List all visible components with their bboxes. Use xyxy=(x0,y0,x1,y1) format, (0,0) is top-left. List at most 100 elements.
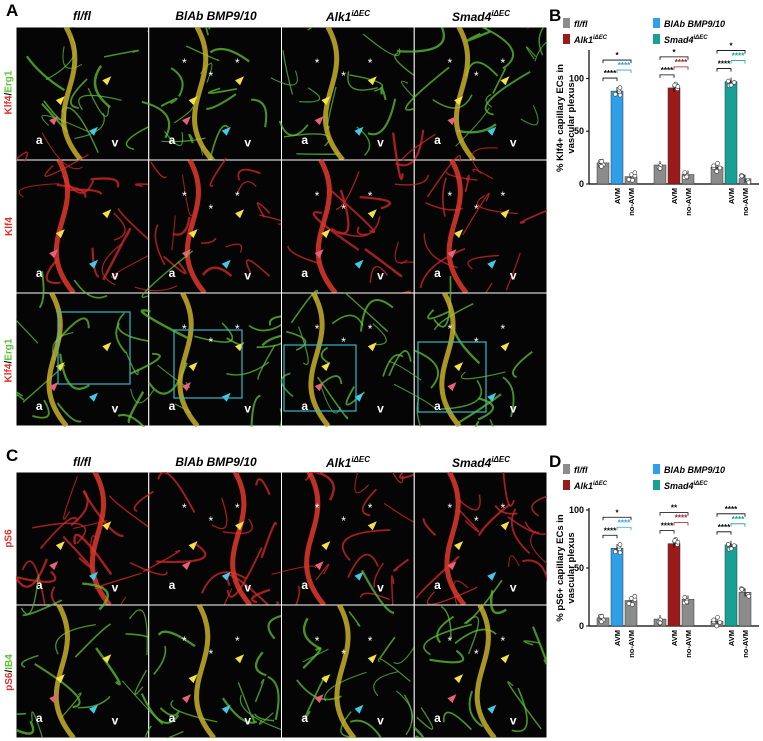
column-header-blab-c: BlAb BMP9/10 xyxy=(175,455,257,469)
sig-bracket xyxy=(616,69,632,74)
capillary xyxy=(356,226,368,236)
capillary xyxy=(145,725,184,738)
capillary xyxy=(373,671,399,697)
vessel xyxy=(446,158,469,295)
data-point xyxy=(739,173,745,179)
asterisk: * xyxy=(208,202,213,216)
artery-label: a xyxy=(434,399,441,413)
vein-label: v xyxy=(510,714,517,728)
vein-label: v xyxy=(244,269,251,283)
capillary xyxy=(477,195,519,215)
data-point xyxy=(612,549,618,555)
capillary xyxy=(349,74,384,92)
capillary xyxy=(153,645,167,675)
capillary xyxy=(359,592,390,601)
legend-swatch-flfl xyxy=(563,464,570,474)
capillary xyxy=(454,628,497,644)
panel-label-d: D xyxy=(549,452,562,471)
vein-label: v xyxy=(510,402,517,416)
arrowhead xyxy=(181,694,191,704)
bar xyxy=(667,87,681,185)
capillary xyxy=(282,50,294,95)
capillary xyxy=(270,70,298,86)
asterisk: * xyxy=(341,335,346,349)
x-tick-label: AVM xyxy=(670,630,679,646)
capillary xyxy=(255,478,271,496)
capillary xyxy=(41,132,83,170)
capillary xyxy=(206,93,237,110)
capillary xyxy=(524,521,547,535)
data-point xyxy=(626,177,632,182)
asterisk: * xyxy=(447,501,452,515)
arrowhead xyxy=(367,521,377,531)
arrowhead xyxy=(89,259,99,269)
capillary xyxy=(31,711,44,738)
micrograph-tile-17: a v * * * xyxy=(121,603,311,738)
arrowhead xyxy=(500,654,510,664)
asterisk: * xyxy=(235,634,240,648)
capillary xyxy=(299,87,321,103)
asterisk: * xyxy=(182,189,187,203)
data-point xyxy=(612,91,618,97)
capillary xyxy=(108,495,154,532)
arrowhead xyxy=(454,362,464,372)
asterisk: * xyxy=(235,189,240,203)
capillary xyxy=(56,402,82,423)
y-tick-label: 100 xyxy=(569,73,584,83)
arrowhead xyxy=(321,362,331,372)
vessel xyxy=(304,472,326,607)
capillary xyxy=(347,71,378,91)
arrowhead xyxy=(487,571,497,581)
tile-background xyxy=(16,292,150,427)
capillary xyxy=(44,154,89,177)
arrowhead xyxy=(500,76,510,86)
chart-b: fl/fl BlAb BMP9/10 Alk1iΔEC Smad4iΔEC % Klf4… xyxy=(555,18,759,216)
bar xyxy=(610,90,624,185)
capillary xyxy=(117,312,154,343)
capillary xyxy=(304,675,326,720)
capillary xyxy=(170,699,218,723)
asterisk: * xyxy=(501,634,506,648)
capillary xyxy=(59,353,90,390)
arrowhead xyxy=(102,654,112,664)
capillary xyxy=(492,68,506,94)
vessel xyxy=(315,158,338,295)
capillary xyxy=(511,508,531,554)
sig-bracket xyxy=(673,522,689,526)
capillary xyxy=(477,397,495,421)
vessel xyxy=(177,291,200,427)
vessel xyxy=(184,158,207,295)
asterisk: * xyxy=(182,634,187,648)
micrograph-tile-9: a v * * * xyxy=(129,291,312,427)
arrowhead xyxy=(181,116,191,126)
asterisk: * xyxy=(235,501,240,515)
artery-label: a xyxy=(169,266,176,280)
asterisk: * xyxy=(474,69,479,83)
vessel xyxy=(308,291,331,427)
capillary xyxy=(134,285,178,292)
vein-label: v xyxy=(377,269,384,283)
capillary xyxy=(201,571,247,594)
vessel xyxy=(53,158,76,295)
sig-bracket xyxy=(659,530,675,534)
arrowhead xyxy=(188,362,198,372)
capillary xyxy=(45,258,61,284)
capillary xyxy=(182,174,193,217)
capillary xyxy=(117,413,146,427)
vessel xyxy=(323,27,345,162)
arrowhead xyxy=(181,249,191,259)
capillary xyxy=(369,265,389,283)
capillary xyxy=(251,98,268,128)
arrowhead xyxy=(314,116,324,126)
row-label-klf4: Klf4 xyxy=(3,216,15,236)
capillary xyxy=(16,319,39,344)
asterisk: * xyxy=(182,501,187,515)
arrowhead xyxy=(49,249,59,259)
sig-label: **** xyxy=(604,69,617,78)
vein-label: v xyxy=(112,581,119,595)
capillary xyxy=(55,624,96,655)
capillary xyxy=(237,168,261,181)
capillary xyxy=(479,27,515,70)
capillary xyxy=(330,189,376,234)
arrowhead xyxy=(447,249,457,259)
